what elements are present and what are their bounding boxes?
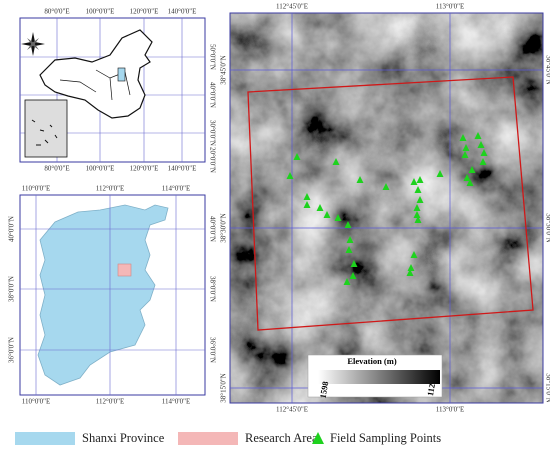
legend-label: Research Area <box>245 431 318 445</box>
coordinate-label: 120°0'0"E <box>130 165 159 173</box>
sampling-point <box>414 186 422 193</box>
coordinate-label: 100°0'0"E <box>86 8 115 16</box>
coordinate-label: 40°0'0"N <box>8 216 16 242</box>
elevation-title: Elevation (m) <box>347 356 397 366</box>
sampling-point <box>463 174 471 181</box>
sampling-point <box>303 201 311 208</box>
coordinate-label: 100°0'0"E <box>86 165 115 173</box>
coordinate-label: 113°0'0"E <box>436 406 464 414</box>
legend-swatch <box>178 432 238 445</box>
sampling-point <box>462 144 470 151</box>
sampling-point <box>332 158 340 165</box>
coordinate-label: 36°0'0"N <box>8 337 16 363</box>
sampling-point <box>349 272 357 279</box>
sampling-point <box>414 216 422 223</box>
coordinate-label: 30°0'0"N <box>208 120 216 146</box>
coordinate-label: 36°0'0"N <box>208 337 216 363</box>
sampling-point <box>343 278 351 285</box>
sampling-point <box>436 170 444 177</box>
legend-label: Shanxi Province <box>82 431 165 445</box>
coordinate-label: 38°30'0"N <box>220 213 228 242</box>
coordinate-label: 140°0'0"E <box>168 165 197 173</box>
legend-swatch <box>15 432 75 445</box>
sampling-point <box>286 172 294 179</box>
sampling-point <box>303 193 311 200</box>
legend-symbol <box>312 432 324 444</box>
sampling-point <box>356 176 364 183</box>
coordinate-label: 38°15'0"N <box>544 373 550 402</box>
coordinate-label: 38°45'0"N <box>544 55 550 84</box>
sampling-point <box>416 176 424 183</box>
coordinate-label: 120°0'0"E <box>130 8 159 16</box>
sampling-point <box>350 260 358 267</box>
coordinate-label: 112°45'0"E <box>276 3 308 11</box>
coordinate-label: 114°0'0"E <box>162 398 190 406</box>
sampling-point <box>466 179 474 186</box>
coordinate-label: 112°45'0"E <box>276 406 308 414</box>
sampling-point <box>410 251 418 258</box>
coordinate-label: 110°0'0"E <box>22 185 50 193</box>
sampling-point <box>416 196 424 203</box>
sampling-point <box>479 158 487 165</box>
coordinate-label: 110°0'0"E <box>22 398 50 406</box>
coordinate-label: 38°0'0"N <box>8 276 16 302</box>
sampling-points <box>286 132 488 285</box>
elevation-max: 1598 <box>318 381 331 399</box>
china-inset <box>19 17 206 163</box>
coordinate-label: 38°30'0"N <box>544 213 550 242</box>
sampling-point <box>344 221 352 228</box>
elevation-min: 112 <box>425 383 437 397</box>
coordinate-label: 38°15'0"N <box>220 373 228 402</box>
sampling-point <box>323 211 331 218</box>
coordinate-label: 112°0'0"E <box>96 185 124 193</box>
sampling-point <box>382 183 390 190</box>
sampling-point <box>406 269 414 276</box>
sampling-point <box>461 151 469 158</box>
sampling-point <box>316 204 324 211</box>
coordinate-label: 38°45'0"N <box>220 55 228 84</box>
sampling-point <box>410 178 418 185</box>
coordinate-label: 113°0'0"E <box>436 3 464 11</box>
sampling-point <box>346 236 354 243</box>
legend: Shanxi Province Research Area Field Samp… <box>15 431 441 445</box>
sampling-point <box>413 211 421 218</box>
coordinate-label: 80°0'0"E <box>44 8 69 16</box>
coordinate-label: 20°0'0"N <box>208 147 216 173</box>
coordinate-label: 40°0'0"N <box>208 216 216 242</box>
sampling-point <box>459 134 467 141</box>
shanxi-inset <box>19 194 206 396</box>
sampling-point <box>293 153 301 160</box>
sampling-point <box>407 264 415 271</box>
sampling-point <box>474 132 482 139</box>
sampling-point <box>477 141 485 148</box>
coordinate-label: 80°0'0"E <box>44 165 69 173</box>
main-map: Elevation (m) 1598 112 <box>229 12 544 404</box>
sampling-point <box>334 214 342 221</box>
coordinate-label: 114°0'0"E <box>162 185 190 193</box>
coordinate-label: 112°0'0"E <box>96 398 124 406</box>
coordinate-label: 140°0'0"E <box>168 8 197 16</box>
coordinate-label: 38°0'0"N <box>208 276 216 302</box>
coordinate-label: 50°0'0"N <box>208 44 216 70</box>
sampling-point <box>345 246 353 253</box>
sampling-point <box>413 204 421 211</box>
sampling-point <box>480 149 488 156</box>
sampling-point <box>468 166 476 173</box>
legend-label: Field Sampling Points <box>330 431 441 445</box>
coordinate-label: 40°0'0"N <box>208 82 216 108</box>
